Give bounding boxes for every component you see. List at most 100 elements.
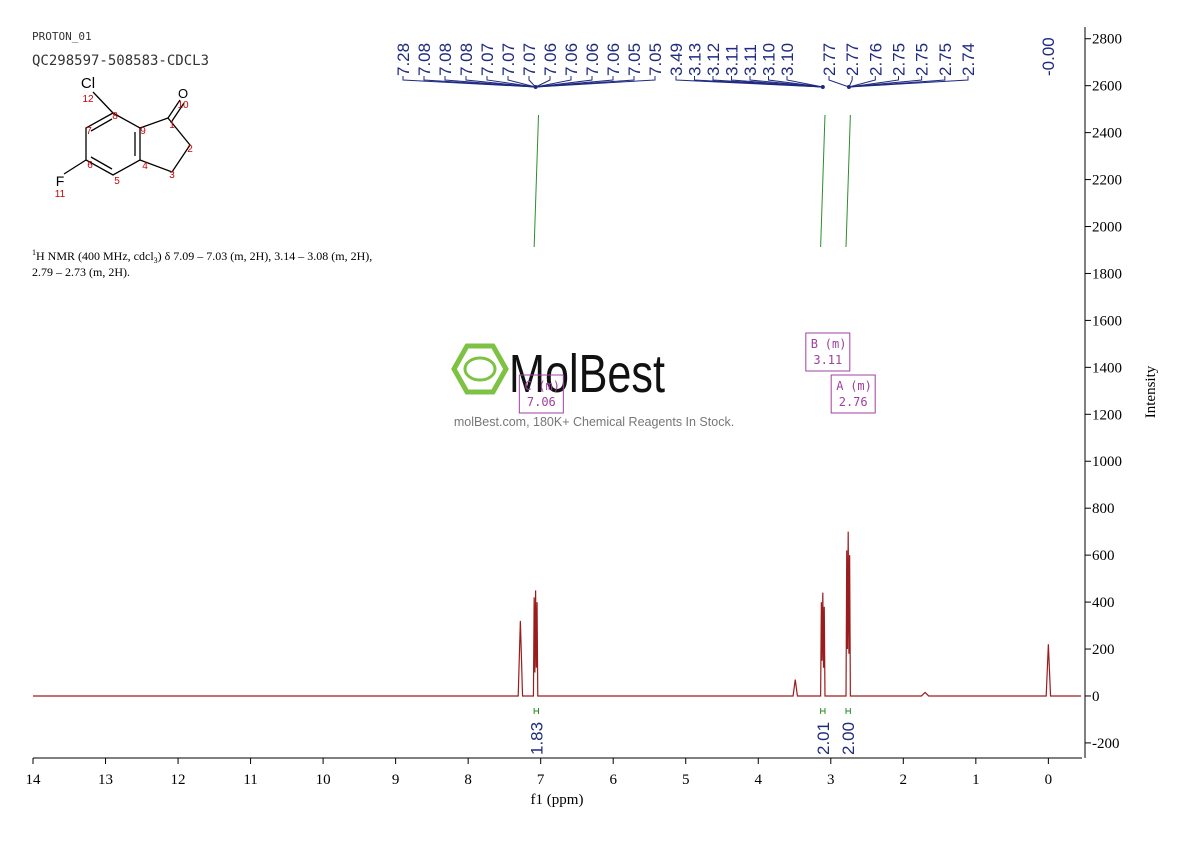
x-tick-label: 0 bbox=[1045, 772, 1053, 788]
peak-label: 7.05 bbox=[625, 43, 644, 76]
multiplet-box bbox=[518, 374, 564, 414]
peak-connector bbox=[507, 76, 536, 88]
atom-label: 2 bbox=[187, 144, 193, 155]
atom-label: 3 bbox=[169, 170, 175, 181]
peak-connector bbox=[535, 76, 593, 88]
y-tick-label: 400 bbox=[1092, 595, 1115, 611]
y-tick-label: 0 bbox=[1092, 689, 1100, 705]
peak-label: 3.11 bbox=[741, 44, 760, 76]
peak-label: 7.28 bbox=[394, 43, 413, 76]
atom-label: 5 bbox=[114, 176, 120, 187]
atom-label: 1 bbox=[169, 120, 175, 131]
peak-label: -0.00 bbox=[1039, 37, 1058, 76]
atom-label: 7 bbox=[86, 126, 92, 137]
peak-label: 3.11 bbox=[723, 44, 742, 76]
y-tick-label: 2200 bbox=[1092, 173, 1122, 189]
integral-curve bbox=[845, 114, 851, 248]
y-tick-label: 200 bbox=[1092, 642, 1115, 658]
integral-curve bbox=[533, 114, 540, 248]
integral-label: 2.00 bbox=[839, 722, 858, 755]
x-tick-label: 9 bbox=[392, 772, 400, 788]
y-tick-label: -200 bbox=[1092, 736, 1120, 752]
peak-label: 3.13 bbox=[686, 43, 705, 76]
peak-label: 2.75 bbox=[890, 43, 909, 76]
peak-label: 2.75 bbox=[936, 43, 955, 76]
spectrum bbox=[33, 531, 1081, 697]
peak-connector bbox=[749, 76, 823, 88]
nmr-text-part: 1 bbox=[32, 248, 36, 257]
experiment: PROTON_01 bbox=[32, 30, 92, 43]
y-tick-label: 2600 bbox=[1092, 79, 1122, 95]
x-tick-label: 11 bbox=[243, 772, 257, 788]
y-tick-label: 1800 bbox=[1092, 266, 1122, 282]
multiplet-kind: (m) bbox=[538, 379, 560, 393]
peak-label: 7.06 bbox=[541, 43, 560, 76]
multiplet-box bbox=[830, 374, 876, 414]
peak-connector bbox=[444, 76, 536, 88]
x-tick-label: 4 bbox=[755, 772, 763, 788]
x-tick-label: 7 bbox=[537, 772, 545, 788]
y-tick-label: 800 bbox=[1092, 501, 1115, 517]
multiplet-shift: 7.06 bbox=[527, 395, 556, 409]
atom-label: F bbox=[56, 173, 65, 189]
y-tick-label: 1400 bbox=[1092, 360, 1122, 376]
peak-label: 2.75 bbox=[913, 43, 932, 76]
y-axis-label: Intensity bbox=[1143, 365, 1159, 418]
integral-label: 2.01 bbox=[814, 722, 833, 755]
integral-bracket bbox=[533, 708, 540, 714]
atom-label: 10 bbox=[177, 100, 189, 111]
atom-label: Cl bbox=[81, 75, 95, 92]
y-tick-label: 600 bbox=[1092, 548, 1115, 564]
nmr-text-part: 3 bbox=[154, 256, 158, 265]
peak-focus bbox=[533, 85, 538, 89]
peak-connector bbox=[535, 76, 551, 88]
watermark-logo bbox=[451, 343, 509, 395]
nmr-text-part: H NMR (400 MHz, cdcl bbox=[36, 249, 154, 263]
integral-bracket bbox=[820, 708, 826, 714]
watermark-tagline: molBest.com, 180K+ Chemical Reagents In … bbox=[454, 415, 734, 429]
x-tick-label: 10 bbox=[316, 772, 331, 788]
peak-label: 7.06 bbox=[583, 43, 602, 76]
peak-connector bbox=[731, 76, 823, 88]
peak-connector bbox=[535, 76, 572, 88]
peak-label: 7.07 bbox=[499, 43, 518, 76]
peak-label: 3.10 bbox=[778, 43, 797, 76]
integral-bracket bbox=[845, 708, 851, 714]
multiplet-box bbox=[805, 332, 851, 372]
x-tick-label: 2 bbox=[900, 772, 908, 788]
peak-label: 7.06 bbox=[562, 43, 581, 76]
peak-label: 7.08 bbox=[415, 43, 434, 76]
peak-label: 7.08 bbox=[457, 43, 476, 76]
atom-label: 4 bbox=[142, 161, 148, 172]
nmr-text: 1H NMR (400 MHz, cdcl3) δ 7.09 – 7.03 (m… bbox=[32, 248, 372, 265]
peak-connector bbox=[848, 76, 853, 88]
x-tick-label: 6 bbox=[609, 772, 617, 788]
multiplet-shift: 2.76 bbox=[839, 395, 868, 409]
peak-connector bbox=[768, 76, 823, 88]
atom-label: 12 bbox=[82, 94, 94, 105]
x-tick-label: 1 bbox=[972, 772, 980, 788]
peak-connector bbox=[848, 76, 923, 88]
atom-label: 11 bbox=[55, 189, 66, 200]
atom-label: O bbox=[178, 86, 188, 101]
peak-label: 2.76 bbox=[866, 43, 885, 76]
peak-label: 2.74 bbox=[959, 43, 978, 76]
peak-connector bbox=[486, 76, 536, 88]
x-tick-label: 14 bbox=[26, 772, 42, 788]
y-tick-label: 1000 bbox=[1092, 454, 1122, 470]
atom-label: 9 bbox=[140, 126, 146, 137]
x-tick-label: 8 bbox=[464, 772, 472, 788]
peak-label: 7.05 bbox=[646, 43, 665, 76]
multiplet-kind: (m) bbox=[850, 379, 872, 393]
peak-connector bbox=[528, 76, 536, 88]
peak-label: 2.77 bbox=[843, 43, 862, 76]
multiplet-name: C bbox=[524, 379, 531, 393]
y-tick-label: 2400 bbox=[1092, 126, 1122, 142]
multiplet-name: B bbox=[811, 337, 818, 351]
peak-focus bbox=[820, 85, 825, 89]
y-tick-label: 1600 bbox=[1092, 313, 1122, 329]
integral-label: 1.83 bbox=[527, 722, 546, 755]
multiplet-kind: (m) bbox=[825, 337, 847, 351]
x-tick-label: 12 bbox=[171, 772, 186, 788]
